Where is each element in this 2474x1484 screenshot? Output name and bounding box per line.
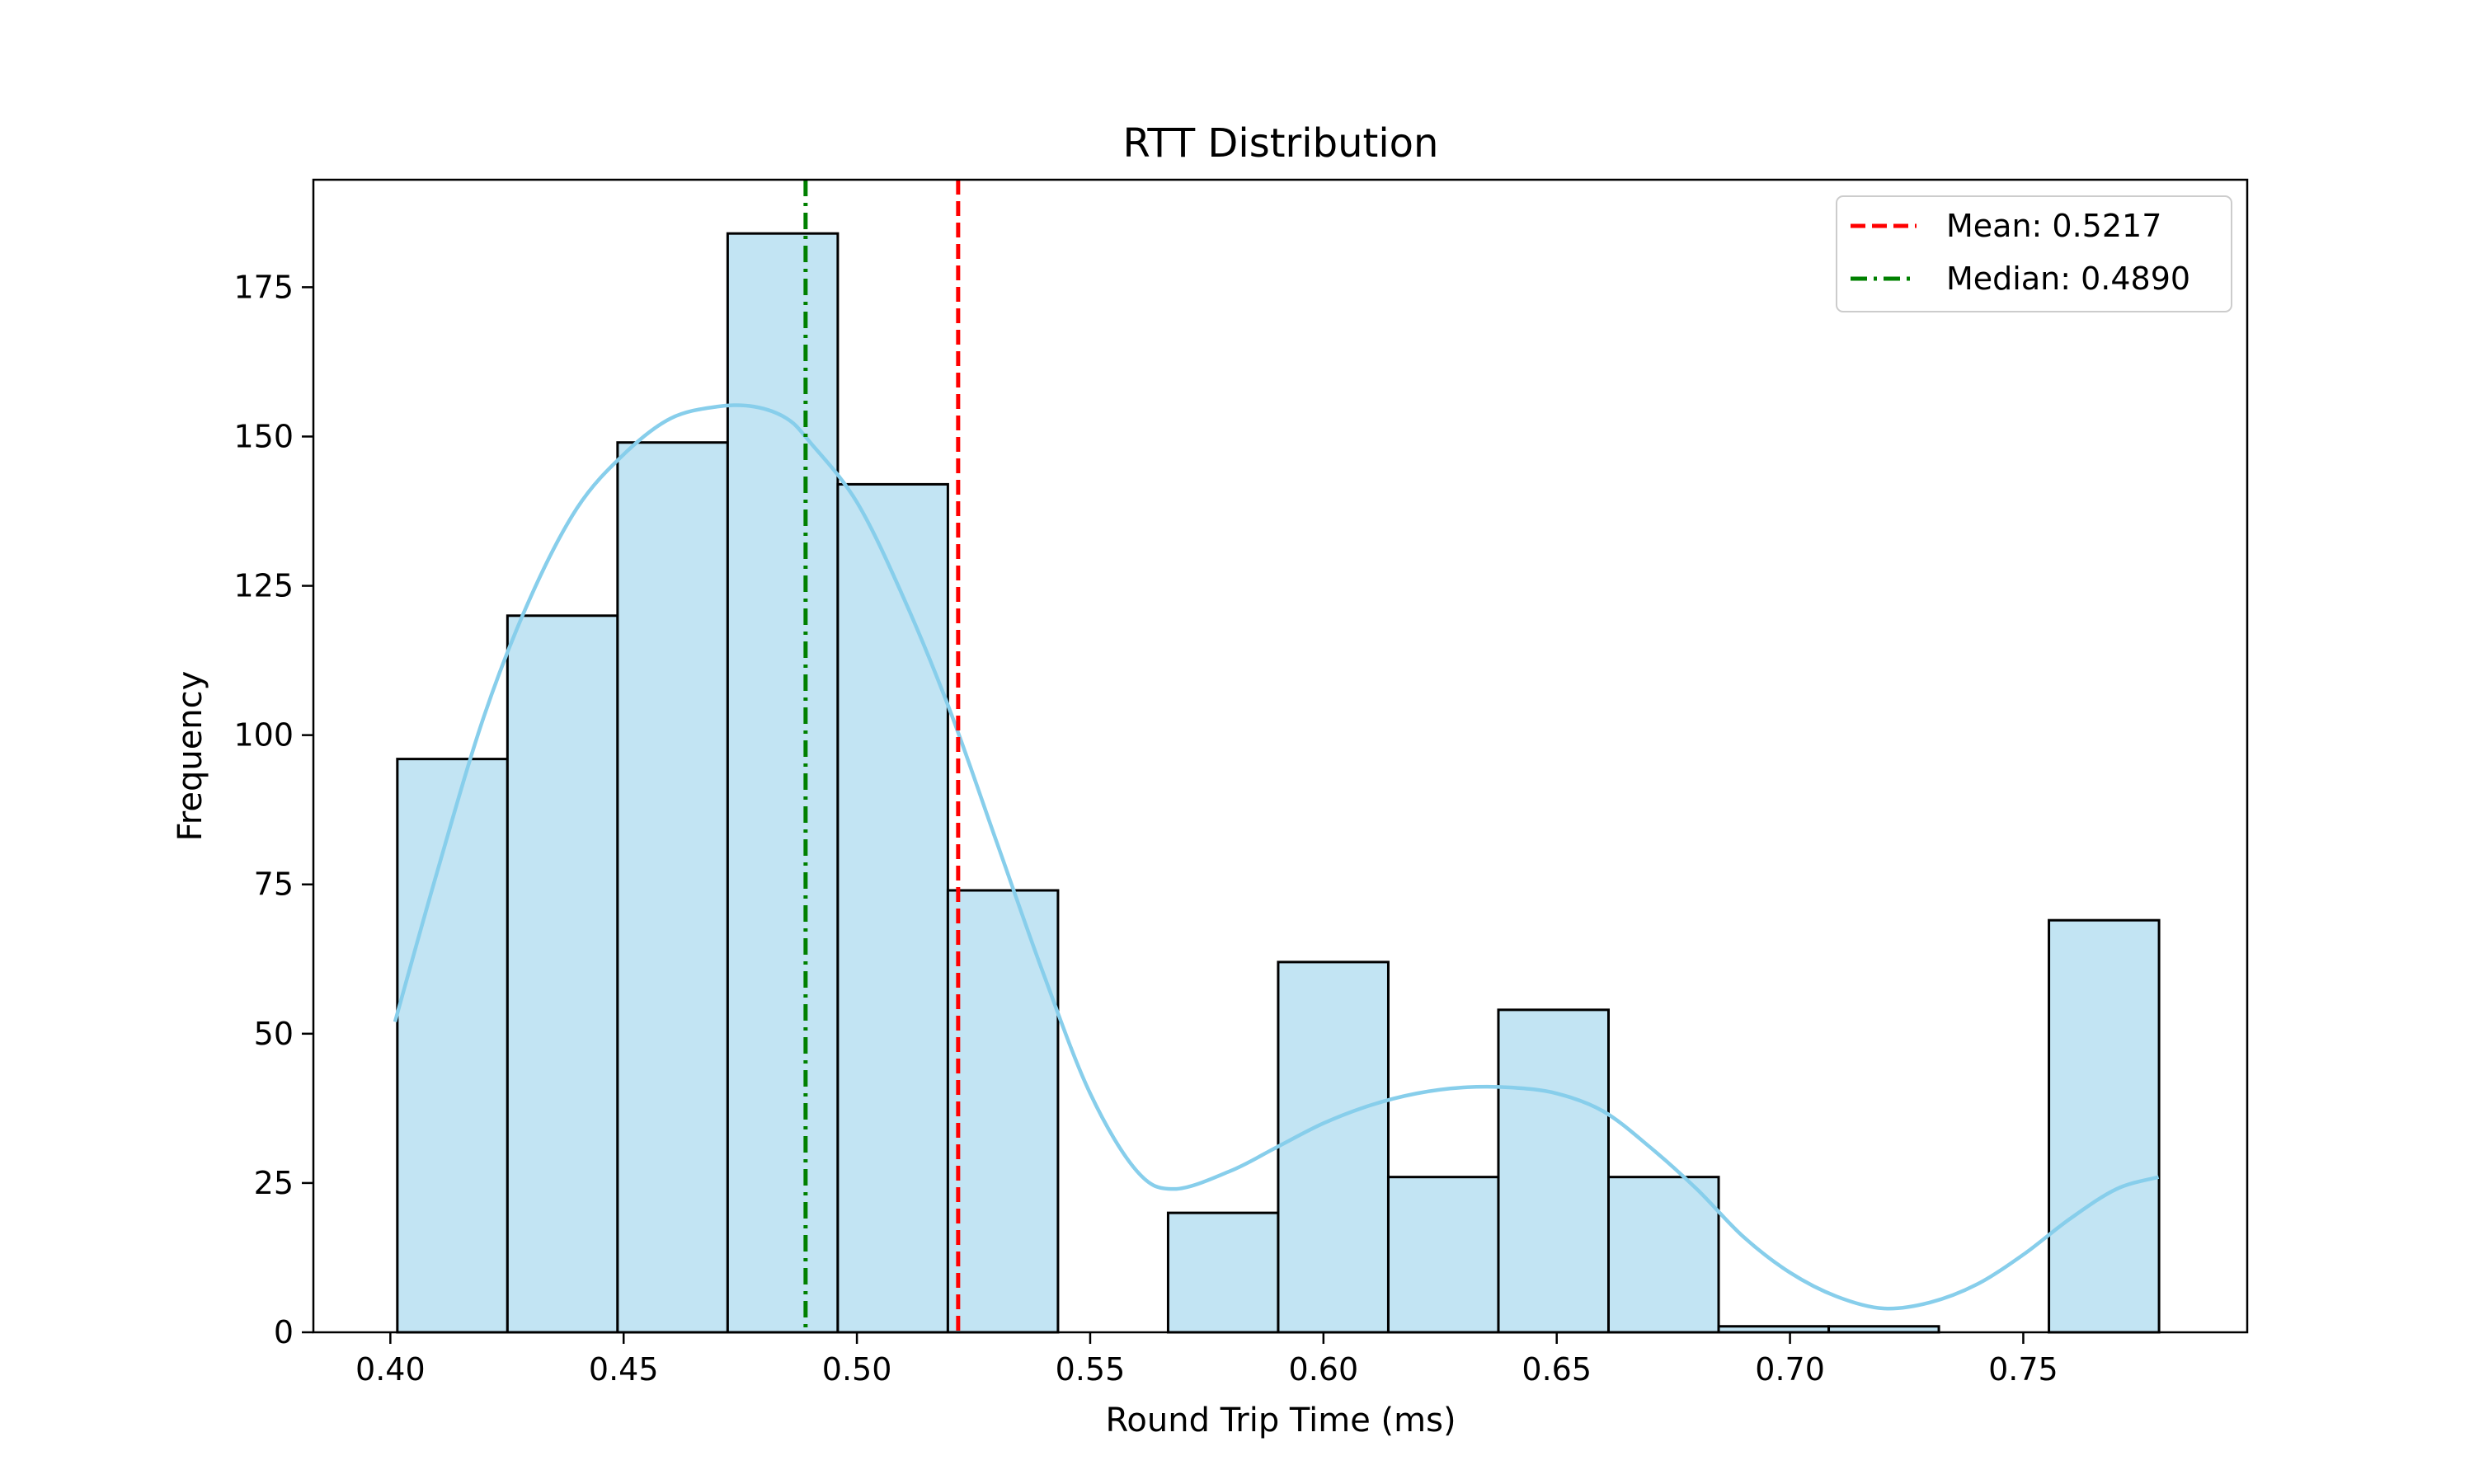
legend-median-label: Median: 0.4890 [1946,261,2190,297]
y-axis-label: Frequency [172,671,209,842]
legend-mean-label: Mean: 0.5217 [1946,208,2161,244]
x-tick-label: 0.60 [1289,1351,1359,1388]
x-tick-label: 0.40 [355,1351,426,1388]
y-tick-label: 175 [233,269,294,305]
y-tick-label: 25 [254,1165,294,1201]
histogram-bar-15 [2048,918,2161,1334]
histogram-bar-1 [506,614,619,1334]
y-tick-label: 125 [233,568,294,604]
y-tick-label: 150 [233,418,294,454]
kde-curve [393,403,2160,1311]
x-tick-label: 0.70 [1755,1351,1825,1388]
legend-box [1836,195,2232,312]
x-tick-label: 0.65 [1522,1351,1592,1388]
x-tick-label: 0.75 [1988,1351,2058,1388]
y-tick-label: 0 [274,1314,294,1350]
x-axis-ticks: 0.40 0.45 0.50 0.55 0.60 0.65 0.70 0.75 [355,1332,2058,1388]
histogram-bar-10 [1497,1008,1610,1334]
legend: Mean: 0.5217 Median: 0.4890 [1836,195,2232,312]
histogram-bar-8 [1277,960,1390,1334]
y-axis-ticks: 0 25 50 75 100 125 150 175 [233,269,313,1350]
histogram-bar-7 [1166,1211,1280,1334]
histogram-bar-5 [946,889,1060,1334]
y-tick-label: 100 [233,717,294,754]
kde-layer [393,403,2160,1311]
x-axis-label: Round Trip Time (ms) [1105,1402,1456,1439]
histogram-bar-9 [1386,1176,1500,1334]
x-tick-label: 0.55 [1056,1351,1126,1388]
y-tick-label: 75 [254,866,294,903]
plot-frame [312,178,2249,1334]
chart-title: RTT Distribution [1123,120,1439,167]
histogram-bars [396,232,2161,1334]
reference-lines [803,180,961,1332]
histogram-bar-2 [616,441,729,1334]
histogram-bar-0 [396,758,509,1334]
histogram-bar-4 [836,482,949,1334]
y-tick-label: 50 [254,1016,294,1052]
x-tick-label: 0.50 [822,1351,892,1388]
histogram-bar-3 [726,232,840,1334]
x-tick-label: 0.45 [589,1351,659,1388]
histogram-bar-11 [1606,1176,1720,1334]
